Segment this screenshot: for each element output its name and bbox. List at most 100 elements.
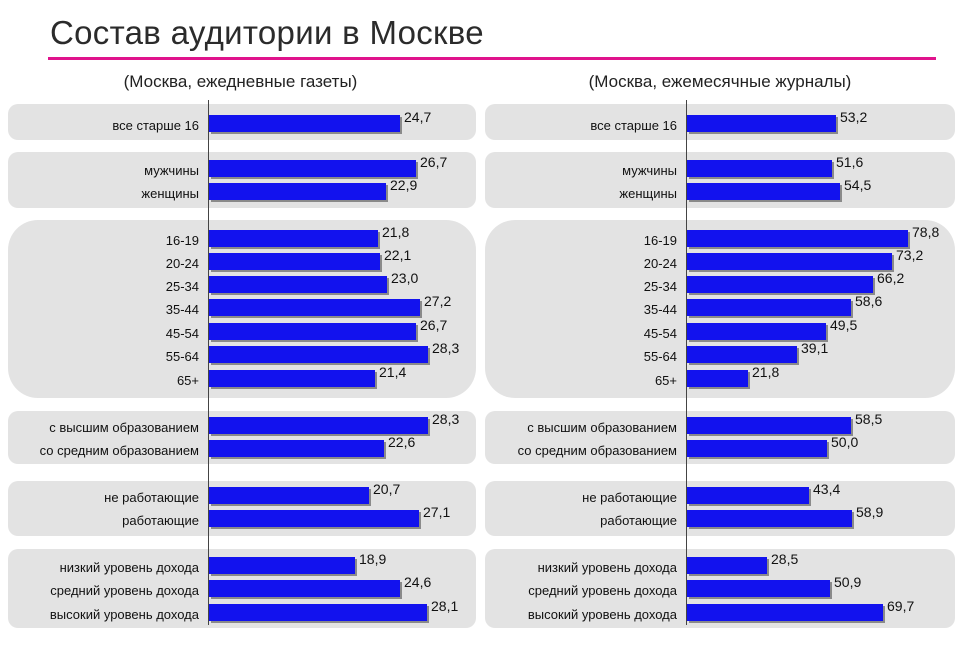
- value-label: 26,7: [420, 154, 448, 170]
- bar: [209, 182, 386, 200]
- value-label: 22,9: [390, 177, 418, 193]
- category-label: женщины: [141, 186, 199, 201]
- bar: [687, 229, 908, 247]
- bar: [209, 322, 416, 340]
- category-label: низкий уровень дохода: [537, 560, 677, 575]
- category-label: мужчины: [622, 163, 677, 178]
- value-label: 28,5: [771, 551, 799, 567]
- value-label: 39,1: [801, 340, 829, 356]
- category-label: средний уровень дохода: [528, 583, 677, 598]
- bar: [209, 556, 355, 574]
- value-label: 58,5: [855, 411, 883, 427]
- category-label: 25-34: [165, 279, 199, 294]
- value-label: 50,0: [831, 434, 859, 450]
- value-label: 43,4: [813, 481, 841, 497]
- bar: [687, 252, 892, 270]
- value-label: 20,7: [373, 481, 401, 497]
- value-label: 26,7: [420, 317, 448, 333]
- category-label: 20-24: [643, 256, 677, 271]
- bar: [687, 275, 873, 293]
- bar: [687, 416, 851, 434]
- chart-title-daily-newspapers: (Москва, ежедневные газеты): [123, 72, 358, 91]
- bar: [687, 322, 826, 340]
- bar: [209, 603, 427, 621]
- category-label: 16-19: [165, 233, 199, 248]
- value-label: 18,9: [359, 551, 387, 567]
- bar: [687, 556, 767, 574]
- category-axis-line: [208, 100, 209, 625]
- category-label: 16-19: [643, 233, 677, 248]
- category-label: со средним образованием: [39, 443, 199, 458]
- category-label: средний уровень дохода: [50, 583, 199, 598]
- bar: [687, 159, 832, 177]
- category-axis-line: [686, 100, 687, 625]
- value-label: 21,8: [752, 364, 780, 380]
- bar: [687, 486, 809, 504]
- bar: [687, 509, 852, 527]
- chart-daily-newspapers: все старше 16 24,7 мужчины 26,7 женщины 22,9 1…: [8, 100, 476, 635]
- category-label: 45-54: [165, 326, 199, 341]
- category-label: с высшим образованием: [527, 420, 677, 435]
- category-label: 65+: [654, 373, 677, 388]
- value-label: 54,5: [844, 177, 872, 193]
- category-label: 35-44: [165, 302, 199, 317]
- value-label: 78,8: [912, 224, 940, 240]
- bar: [209, 369, 375, 387]
- bar: [209, 439, 384, 457]
- value-label: 50,9: [834, 574, 862, 590]
- value-label: 28,1: [431, 598, 459, 614]
- bar: [687, 298, 851, 316]
- value-label: 24,7: [404, 109, 432, 125]
- bar: [687, 182, 840, 200]
- value-label: 53,2: [840, 109, 868, 125]
- bar: [687, 603, 883, 621]
- category-label: 25-34: [643, 279, 677, 294]
- bar: [209, 252, 380, 270]
- category-label: 55-64: [165, 349, 199, 364]
- page-title: Состав аудитории в Москве: [50, 14, 484, 51]
- category-label: высокий уровень дохода: [527, 607, 677, 622]
- bar: [687, 439, 827, 457]
- category-label: работающие: [600, 513, 677, 528]
- value-label: 21,4: [379, 364, 407, 380]
- category-label: 20-24: [165, 256, 199, 271]
- category-label: высокий уровень дохода: [49, 607, 199, 622]
- value-label: 22,1: [384, 247, 412, 263]
- bar: [209, 275, 387, 293]
- category-label: не работающие: [104, 490, 199, 505]
- category-label: работающие: [122, 513, 199, 528]
- category-label: 55-64: [643, 349, 677, 364]
- value-label: 58,6: [855, 293, 883, 309]
- value-label: 21,8: [382, 224, 410, 240]
- category-label: мужчины: [144, 163, 199, 178]
- value-label: 58,9: [856, 504, 884, 520]
- bar: [209, 114, 400, 132]
- bar: [209, 509, 419, 527]
- category-label: низкий уровень дохода: [59, 560, 199, 575]
- bar: [209, 298, 420, 316]
- category-label: 65+: [176, 373, 199, 388]
- value-label: 27,2: [424, 293, 452, 309]
- bar: [209, 159, 416, 177]
- value-label: 24,6: [404, 574, 432, 590]
- category-label: не работающие: [582, 490, 677, 505]
- bar: [209, 486, 369, 504]
- bar: [687, 369, 748, 387]
- bar: [687, 579, 830, 597]
- value-label: 73,2: [896, 247, 924, 263]
- value-label: 69,7: [887, 598, 915, 614]
- category-label: с высшим образованием: [49, 420, 199, 435]
- bar: [209, 579, 400, 597]
- category-label: женщины: [619, 186, 677, 201]
- bar: [687, 114, 836, 132]
- value-label: 23,0: [391, 270, 419, 286]
- bar: [687, 345, 797, 363]
- category-label: со средним образованием: [517, 443, 677, 458]
- value-label: 27,1: [423, 504, 451, 520]
- title-underline: [48, 57, 936, 60]
- chart-monthly-magazines: все старше 16 53,2 мужчины 51,6 женщины 54,5 1…: [485, 100, 955, 635]
- value-label: 51,6: [836, 154, 864, 170]
- bar: [209, 416, 428, 434]
- value-label: 28,3: [432, 411, 460, 427]
- category-label: 45-54: [643, 326, 677, 341]
